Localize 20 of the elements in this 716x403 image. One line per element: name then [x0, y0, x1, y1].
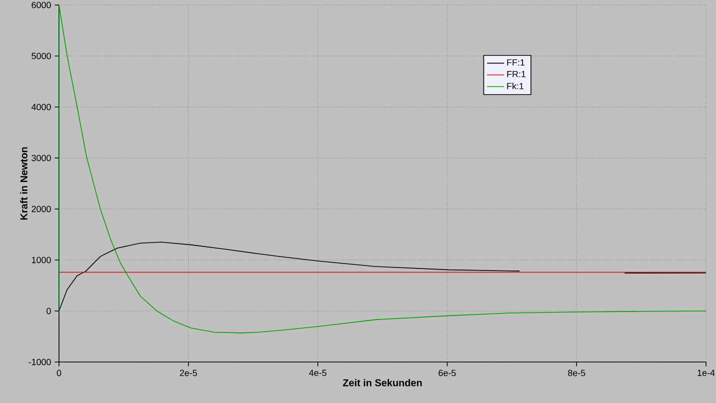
- line-series: [59, 5, 706, 334]
- x-tick-label: 4e-5: [309, 370, 326, 376]
- x-tick-label: 0: [56, 370, 62, 376]
- x-tick-label: 1e-4: [698, 370, 715, 376]
- y-tick-label: 1000: [32, 256, 51, 264]
- y-tick-label: 6000: [32, 2, 51, 8]
- x-tick-label: 8e-5: [568, 370, 586, 376]
- y-tick-label: 2000: [32, 206, 51, 212]
- y-tick-label: 3000: [32, 154, 51, 162]
- y-axis-title: Kraft in Newton: [20, 147, 28, 220]
- legend-label: FR:1: [507, 71, 526, 78]
- legend-label: FF:1: [507, 59, 524, 66]
- y-tick-label: 0: [46, 308, 51, 314]
- y-tick-label: -1000: [28, 358, 51, 366]
- legend-label: Fk:1: [507, 82, 524, 90]
- x-tick-label: 6e-5: [438, 370, 456, 376]
- x-axis-title: Zeit in Sekunden: [342, 378, 422, 386]
- y-tick-label: 5000: [32, 52, 51, 60]
- x-tick-label: 2e-5: [180, 370, 197, 376]
- y-tick-label: 4000: [31, 104, 51, 110]
